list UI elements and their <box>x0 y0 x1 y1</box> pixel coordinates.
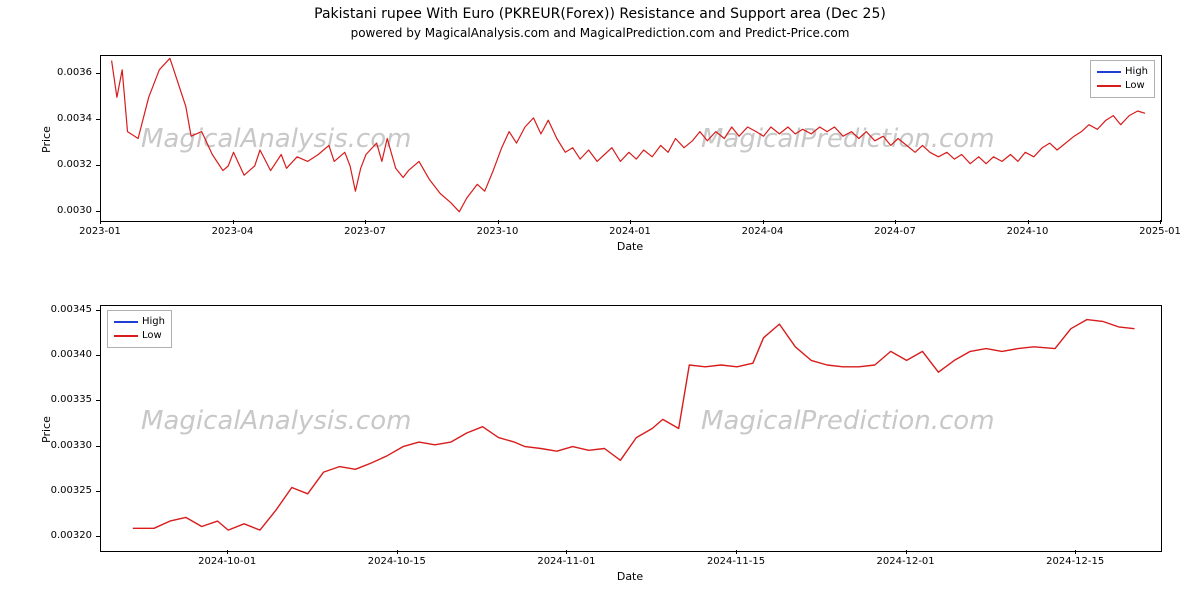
series-line <box>112 58 1146 212</box>
x-tick-mark <box>736 550 737 554</box>
y-tick-mark <box>96 165 100 166</box>
chart-title: Pakistani rupee With Euro (PKREUR(Forex)… <box>0 6 1200 22</box>
x-tick-mark <box>233 220 234 224</box>
chart-legend: HighLow <box>1090 60 1155 98</box>
legend-item: Low <box>1097 79 1148 93</box>
x-tick-mark <box>1028 220 1029 224</box>
x-tick-label: 2024-01 <box>600 226 660 237</box>
x-tick-label: 2024-11-01 <box>536 556 596 567</box>
chart-svg-bottom <box>101 306 1161 551</box>
legend-item: High <box>1097 65 1148 79</box>
y-tick-label: 0.0032 <box>57 159 92 170</box>
x-tick-label: 2023-10 <box>468 226 528 237</box>
y-tick-mark <box>96 446 100 447</box>
x-tick-label: 2023-04 <box>203 226 263 237</box>
x-tick-label: 2024-10-01 <box>197 556 257 567</box>
y-tick-mark <box>96 211 100 212</box>
y-tick-mark <box>96 400 100 401</box>
y-tick-label: 0.00335 <box>51 394 92 405</box>
y-tick-mark <box>96 536 100 537</box>
chart-legend: HighLow <box>107 310 172 348</box>
legend-label: Low <box>1125 79 1145 93</box>
legend-label: High <box>142 315 165 329</box>
x-tick-label: 2023-07 <box>335 226 395 237</box>
x-tick-mark <box>227 550 228 554</box>
x-axis-label: Date <box>100 570 1160 583</box>
series-line <box>133 320 1135 530</box>
x-tick-label: 2024-10-15 <box>367 556 427 567</box>
y-tick-mark <box>96 73 100 74</box>
y-tick-label: 0.00325 <box>51 485 92 496</box>
x-axis-label: Date <box>100 240 1160 253</box>
y-tick-mark <box>96 491 100 492</box>
x-tick-label: 2024-07 <box>865 226 925 237</box>
x-tick-label: 2024-11-15 <box>706 556 766 567</box>
y-tick-label: 0.00330 <box>51 440 92 451</box>
chart-panel-top: MagicalAnalysis.com MagicalPrediction.co… <box>100 55 1162 222</box>
legend-item: High <box>114 315 165 329</box>
y-axis-label: Price <box>40 126 53 153</box>
x-tick-label: 2025-01 <box>1130 226 1190 237</box>
y-tick-label: 0.0036 <box>57 67 92 78</box>
legend-swatch <box>114 321 138 323</box>
x-tick-mark <box>630 220 631 224</box>
y-tick-mark <box>96 355 100 356</box>
x-tick-label: 2024-12-15 <box>1045 556 1105 567</box>
y-tick-label: 0.0030 <box>57 205 92 216</box>
legend-swatch <box>1097 85 1121 87</box>
x-tick-mark <box>1160 220 1161 224</box>
x-tick-mark <box>397 550 398 554</box>
y-tick-mark <box>96 119 100 120</box>
chart-panel-bottom: MagicalAnalysis.com MagicalPrediction.co… <box>100 305 1162 552</box>
x-tick-mark <box>1075 550 1076 554</box>
legend-swatch <box>1097 71 1121 73</box>
x-tick-label: 2024-04 <box>733 226 793 237</box>
legend-label: High <box>1125 65 1148 79</box>
x-tick-mark <box>498 220 499 224</box>
x-tick-mark <box>566 550 567 554</box>
legend-swatch <box>114 335 138 337</box>
figure: Pakistani rupee With Euro (PKREUR(Forex)… <box>0 0 1200 600</box>
legend-item: Low <box>114 329 165 343</box>
y-tick-label: 0.00340 <box>51 349 92 360</box>
chart-subtitle: powered by MagicalAnalysis.com and Magic… <box>0 26 1200 40</box>
x-tick-mark <box>906 550 907 554</box>
y-tick-mark <box>96 310 100 311</box>
x-tick-label: 2024-10 <box>998 226 1058 237</box>
y-tick-label: 0.00345 <box>51 304 92 315</box>
x-tick-mark <box>895 220 896 224</box>
x-tick-mark <box>100 220 101 224</box>
x-tick-label: 2024-12-01 <box>876 556 936 567</box>
y-axis-label: Price <box>40 416 53 443</box>
y-tick-label: 0.0034 <box>57 113 92 124</box>
y-tick-label: 0.00320 <box>51 530 92 541</box>
x-tick-mark <box>365 220 366 224</box>
chart-svg-top <box>101 56 1161 221</box>
x-tick-label: 2023-01 <box>70 226 130 237</box>
x-tick-mark <box>763 220 764 224</box>
legend-label: Low <box>142 329 162 343</box>
